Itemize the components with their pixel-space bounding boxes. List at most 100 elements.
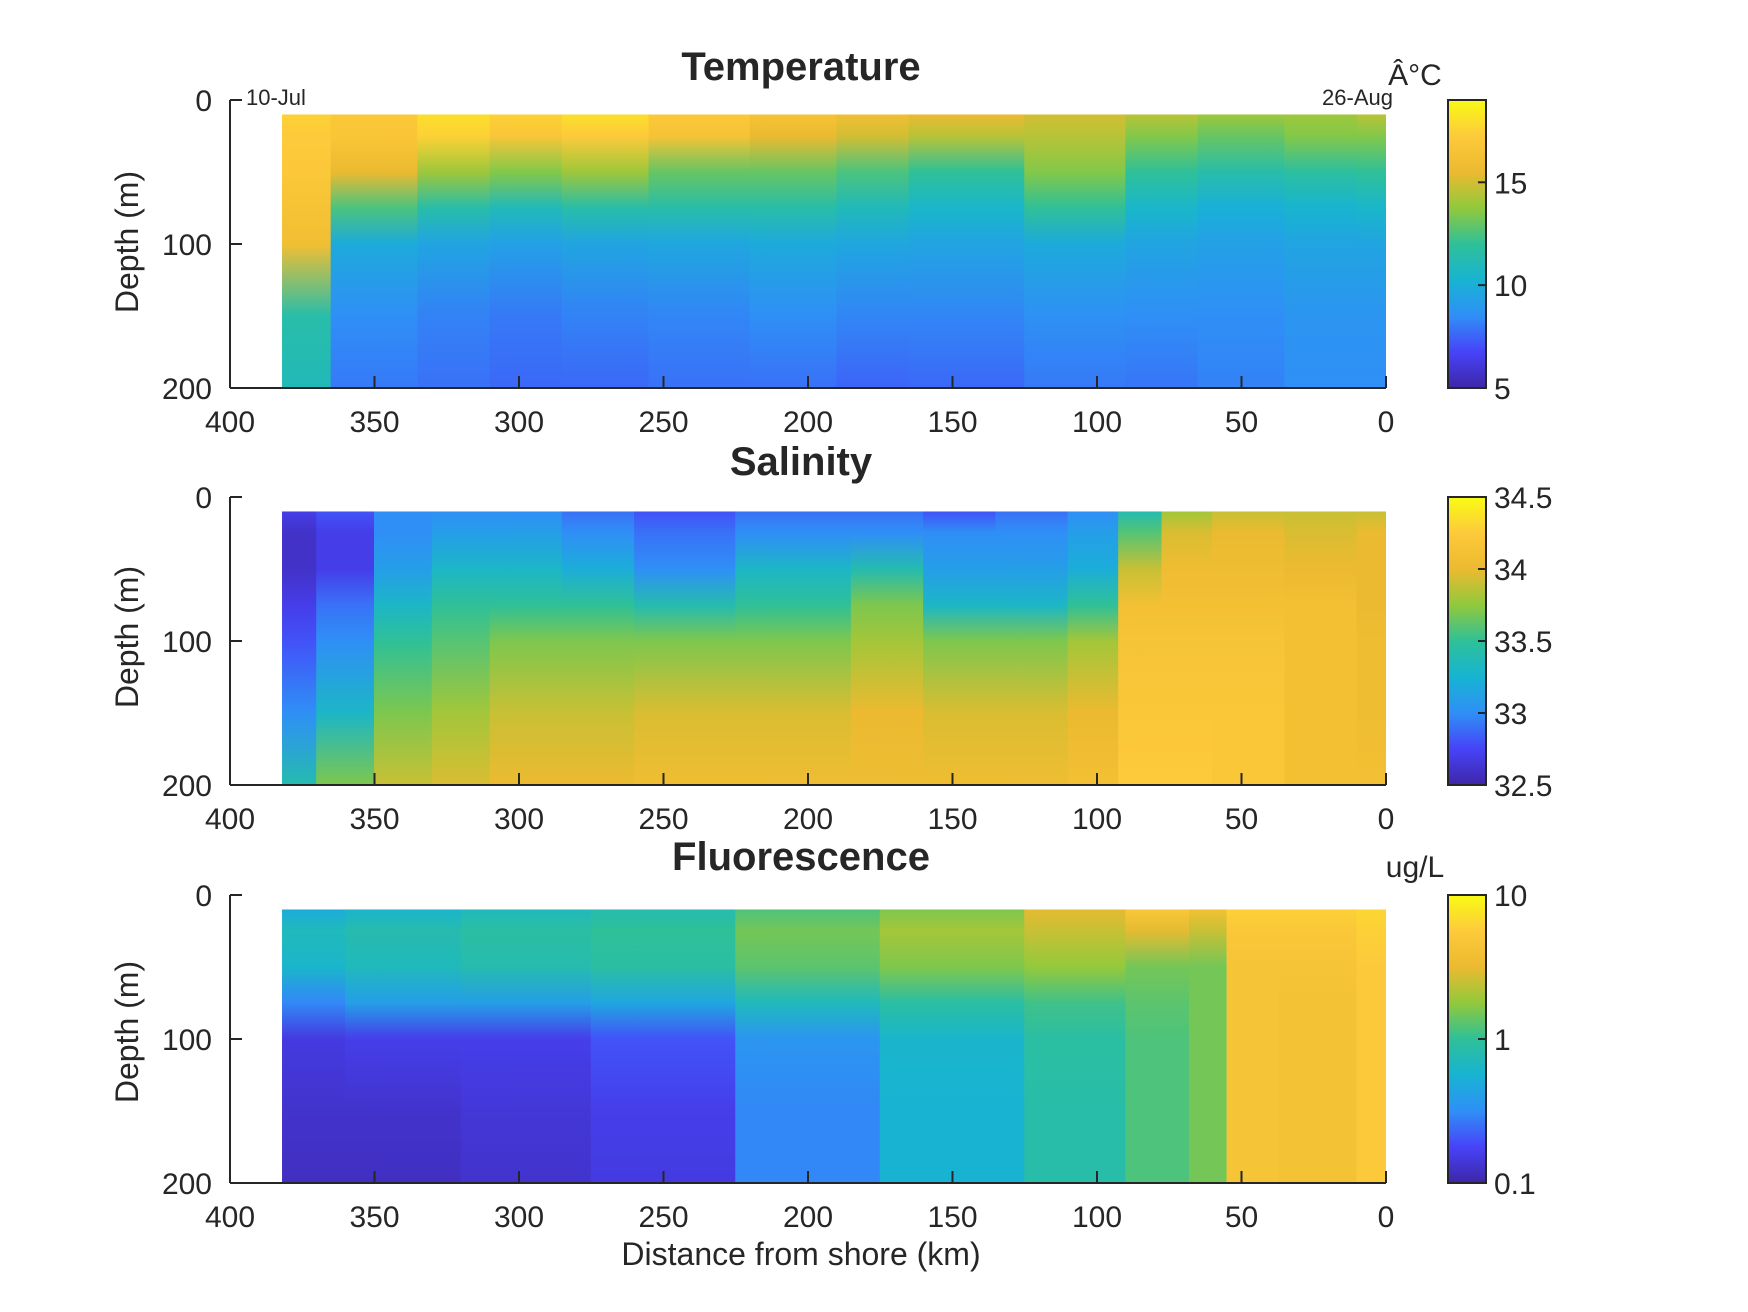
heatmap-column xyxy=(850,511,925,785)
heatmap-column xyxy=(1356,114,1386,389)
heatmap-column xyxy=(460,909,592,1183)
x-tick-label: 0 xyxy=(1378,803,1395,836)
colorbar-tick-label: 15 xyxy=(1494,167,1527,200)
colorbar-tick-label: 33.5 xyxy=(1494,626,1552,659)
y-tick-label: 100 xyxy=(162,626,212,659)
heatmap-column xyxy=(1125,909,1190,1183)
x-tick-label: 250 xyxy=(638,406,688,439)
heatmap-column xyxy=(735,511,852,785)
colorbar: 5 10 15 xyxy=(1447,99,1527,406)
heatmap-column xyxy=(374,511,433,785)
heatmap-column xyxy=(1278,909,1358,1183)
x-tick-label: 100 xyxy=(1072,406,1122,439)
x-tick-label: 350 xyxy=(349,1201,399,1234)
heatmap-column xyxy=(1197,114,1286,389)
heatmap xyxy=(282,909,1386,1183)
x-tick-label: 50 xyxy=(1225,803,1258,836)
panel-title: Salinity xyxy=(730,440,873,484)
colorbar-tick-label: 10 xyxy=(1494,270,1527,303)
x-tick-label: 150 xyxy=(927,406,977,439)
y-tick-label: 0 xyxy=(195,482,212,515)
colorbar-tick-label: 34.5 xyxy=(1494,482,1552,515)
heatmap-column xyxy=(1118,511,1163,785)
heatmap-column xyxy=(1226,909,1280,1183)
panel-salinity: Salinity 400 350 300 250 200 150 100 50 0 0 100 200… xyxy=(109,440,1552,836)
heatmap-column xyxy=(995,511,1069,785)
x-tick-label: 300 xyxy=(494,406,544,439)
colorbar-label: Â°C xyxy=(1388,59,1442,92)
heatmap-column xyxy=(1284,511,1358,785)
heatmap-column xyxy=(489,114,563,389)
heatmap-column xyxy=(282,114,332,389)
x-tick-label: 100 xyxy=(1072,803,1122,836)
heatmap-column xyxy=(923,511,997,785)
colorbar-tick-label: 0.1 xyxy=(1494,1168,1536,1201)
heatmap-column xyxy=(316,511,375,785)
axes: 400 350 300 250 200 150 100 50 0 0 100 200 xyxy=(162,880,1394,1234)
heatmap-column xyxy=(1356,909,1386,1183)
heatmap-column xyxy=(417,114,491,389)
x-tick-label: 50 xyxy=(1225,406,1258,439)
panel-fluorescence: Fluorescence 400 350 300 250 200 150 100 50 0010… xyxy=(109,835,1536,1234)
y-tick-label: 100 xyxy=(162,1024,212,1057)
x-tick-label: 200 xyxy=(783,803,833,836)
heatmap-column xyxy=(1284,114,1358,389)
x-tick-label: 250 xyxy=(638,803,688,836)
heatmap-column xyxy=(1212,511,1286,785)
heatmap xyxy=(282,511,1386,785)
y-tick-label: 200 xyxy=(162,1168,212,1201)
heatmap-column xyxy=(908,114,1026,389)
colorbar: 32.5 33 33.5 34 34.5 xyxy=(1447,482,1552,803)
axes: 400 350 300 250 200 150 100 50 0 0 100 200 xyxy=(162,85,1394,439)
heatmap-column xyxy=(735,909,881,1183)
heatmap-column xyxy=(634,511,737,785)
heatmap-column xyxy=(836,114,910,389)
colorbar-label: ug/L xyxy=(1386,851,1444,884)
x-tick-label: 350 xyxy=(349,406,399,439)
x-axis-label: Distance from shore (km) xyxy=(621,1236,980,1272)
heatmap-column xyxy=(648,114,751,389)
x-tick-label: 0 xyxy=(1378,1201,1395,1234)
heatmap-column xyxy=(749,114,838,389)
panel-temperature: Temperature 400 350 300 250 200 150 100 50 0 0 100… xyxy=(109,45,1527,439)
start-date-annotation: 10-Jul xyxy=(246,85,306,110)
heatmap-column xyxy=(590,909,737,1183)
heatmap-column xyxy=(879,909,1026,1183)
end-date-annotation: 26-Aug xyxy=(1322,85,1393,110)
x-tick-label: 400 xyxy=(205,1201,255,1234)
colorbar-tick-label: 33 xyxy=(1494,698,1527,731)
x-tick-label: 50 xyxy=(1225,1201,1258,1234)
heatmap-column xyxy=(1356,511,1386,785)
x-tick-label: 100 xyxy=(1072,1201,1122,1234)
heatmap-column xyxy=(1125,114,1199,389)
x-tick-label: 400 xyxy=(205,406,255,439)
y-tick-label: 0 xyxy=(195,880,212,913)
x-tick-label: 150 xyxy=(927,1201,977,1234)
x-tick-label: 400 xyxy=(205,803,255,836)
y-tick-label: 0 xyxy=(195,85,212,118)
heatmap-column xyxy=(1024,114,1127,389)
x-tick-label: 200 xyxy=(783,406,833,439)
heatmap-column xyxy=(282,511,318,785)
colorbar-gradient xyxy=(1447,99,1487,389)
heatmap-column xyxy=(431,511,491,785)
heatmap-column xyxy=(1161,511,1214,785)
y-tick-label: 200 xyxy=(162,373,212,406)
x-tick-label: 300 xyxy=(494,1201,544,1234)
heatmap-column xyxy=(561,114,650,389)
heatmap-column xyxy=(1188,909,1228,1183)
colorbar-tick-label: 10 xyxy=(1494,880,1527,913)
heatmap-column xyxy=(1024,909,1127,1183)
heatmap-column xyxy=(282,909,347,1183)
x-tick-label: 300 xyxy=(494,803,544,836)
y-axis-label: Depth (m) xyxy=(109,566,145,708)
heatmap-column xyxy=(489,511,563,785)
heatmap-column xyxy=(330,114,419,389)
x-tick-label: 150 xyxy=(927,803,977,836)
x-tick-label: 0 xyxy=(1378,406,1395,439)
colorbar-tick-label: 1 xyxy=(1494,1024,1511,1057)
heatmap-column xyxy=(345,909,462,1183)
colorbar: 0.1 1 10 xyxy=(1447,880,1536,1201)
colorbar-tick-label: 34 xyxy=(1494,554,1527,587)
colorbar-tick-label: 5 xyxy=(1494,373,1511,406)
